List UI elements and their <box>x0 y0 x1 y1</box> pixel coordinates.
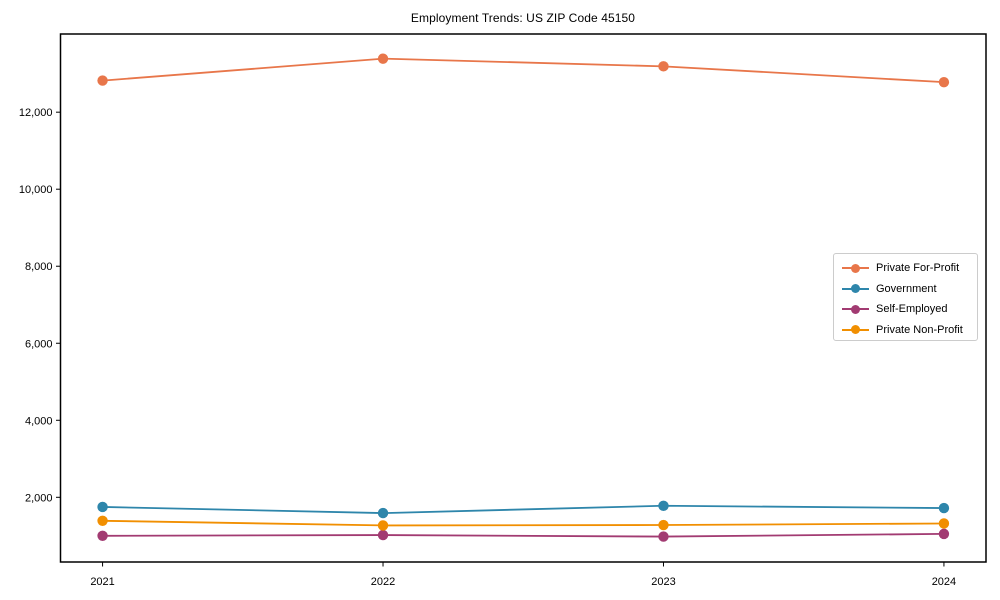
legend-line-marker-icon <box>842 263 869 274</box>
data-point-marker <box>377 507 389 519</box>
legend-label: Private Non-Profit <box>876 323 963 336</box>
y-tick-label: 12,000 <box>19 107 53 119</box>
y-tick-label: 2,000 <box>25 492 53 504</box>
data-point-marker <box>658 531 669 542</box>
series-line <box>102 57 944 84</box>
data-point-marker <box>97 515 108 526</box>
data-point-marker <box>658 519 669 531</box>
x-tick-label: 2021 <box>90 576 114 588</box>
legend-item: Private For-Profit <box>842 258 971 279</box>
series-line <box>102 504 944 514</box>
data-point-marker <box>658 61 669 72</box>
x-tick-label: 2024 <box>932 576 956 588</box>
legend-line-marker-icon <box>842 324 869 335</box>
legend-label: Private For-Profit <box>876 262 960 275</box>
x-tick-label: 2023 <box>651 576 675 588</box>
data-point-marker <box>377 529 389 541</box>
x-tick-label: 2022 <box>371 576 395 588</box>
legend-line-marker-icon <box>842 283 869 294</box>
data-point-marker <box>377 53 389 64</box>
legend-item: Private Non-Profit <box>842 320 971 341</box>
legend: Private For-Profit Government Self-Employe… <box>833 253 978 341</box>
legend-item: Self-Employed <box>842 299 971 320</box>
series-line <box>102 532 944 538</box>
data-point-marker <box>377 520 389 531</box>
data-point-marker <box>97 501 108 513</box>
y-tick-label: 4,000 <box>25 415 53 427</box>
y-tick-label: 8,000 <box>25 261 53 273</box>
legend-item: Government <box>842 279 971 300</box>
y-tick-label: 6,000 <box>25 338 53 350</box>
legend-line-marker-icon <box>842 304 869 315</box>
data-point-marker <box>97 75 108 86</box>
plot-frame <box>59 33 987 563</box>
data-point-marker <box>938 76 950 88</box>
data-point-marker <box>938 518 950 529</box>
data-point-marker <box>658 500 669 511</box>
series-line <box>102 519 944 527</box>
data-point-marker <box>97 530 108 542</box>
legend-label: Self-Employed <box>876 303 948 316</box>
data-point-marker <box>938 502 950 514</box>
chart-title: Employment Trends: US ZIP Code 45150 <box>410 11 636 25</box>
data-point-marker <box>938 528 950 540</box>
y-tick-label: 10,000 <box>19 184 53 196</box>
legend-label: Government <box>876 282 937 295</box>
